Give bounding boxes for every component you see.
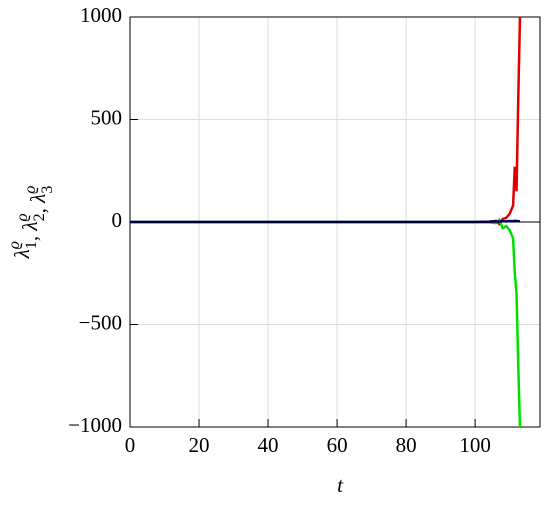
y-axis-label: λϱ1, λϱ2, λϱ3: [6, 186, 56, 260]
y-axis-label-text: λϱ1, λϱ2, λϱ3: [6, 186, 56, 260]
x-tick-label: 0: [125, 433, 136, 457]
y-tick-label: −1000: [68, 413, 122, 437]
label-part: , λ: [26, 194, 50, 214]
x-axis-label: t: [337, 473, 344, 497]
x-tick-label: 60: [327, 433, 348, 457]
x-tick-label: 40: [258, 433, 279, 457]
label-sub: 2: [31, 213, 48, 221]
line-series: [130, 217, 522, 427]
label-sup: ϱ: [14, 213, 31, 221]
label-sup: ϱ: [22, 186, 39, 194]
label-part: , λ: [18, 222, 42, 242]
label-sub: 1: [23, 241, 40, 249]
label-part: λ: [10, 249, 34, 259]
label-sub: 3: [39, 186, 56, 194]
label-sup: ϱ: [6, 241, 23, 249]
x-tick-label: 20: [189, 433, 210, 457]
y-tick-label: 1000: [80, 3, 122, 27]
x-tick-label: 100: [459, 433, 491, 457]
line-series: [130, 17, 522, 226]
x-tick-label: 80: [396, 433, 417, 457]
y-tick-label: 500: [91, 105, 123, 129]
y-tick-label: 0: [112, 208, 123, 232]
y-tick-label: −500: [79, 310, 122, 334]
